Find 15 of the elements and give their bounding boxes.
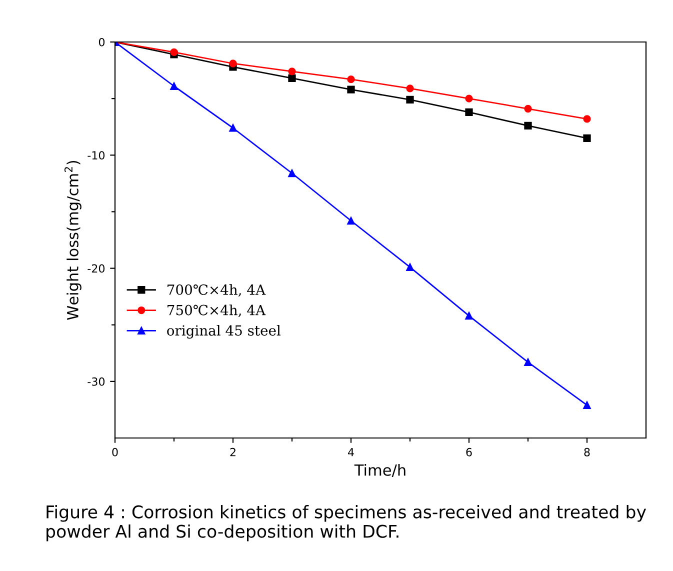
legend-label: 750℃×4h, 4A xyxy=(168,304,266,318)
x-axis-title: Time/h xyxy=(354,464,406,478)
legend-label: 700℃×4h, 4A xyxy=(168,284,266,297)
x-tick-label: 8 xyxy=(584,448,590,456)
y-tick-label: -30 xyxy=(88,377,105,386)
y-axis-title: Weight loss(mg/cm$^{2}$) xyxy=(64,160,82,320)
x-tick-label: 4 xyxy=(348,448,354,456)
y-tick-label: 0 xyxy=(98,38,105,46)
legend-label: original 45 steel xyxy=(167,324,281,339)
x-tick-label: 2 xyxy=(230,448,236,456)
y-tick-label: -20 xyxy=(88,264,105,273)
x-tick-label: 6 xyxy=(466,448,472,456)
caption: Figure 4 : Corrosion kinetics of specimens as-received and treated by powder Al and Si co-deposition with DCF. xyxy=(46,505,646,542)
y-tick-label: -10 xyxy=(88,151,105,160)
x-tick-label: 0 xyxy=(112,448,118,456)
